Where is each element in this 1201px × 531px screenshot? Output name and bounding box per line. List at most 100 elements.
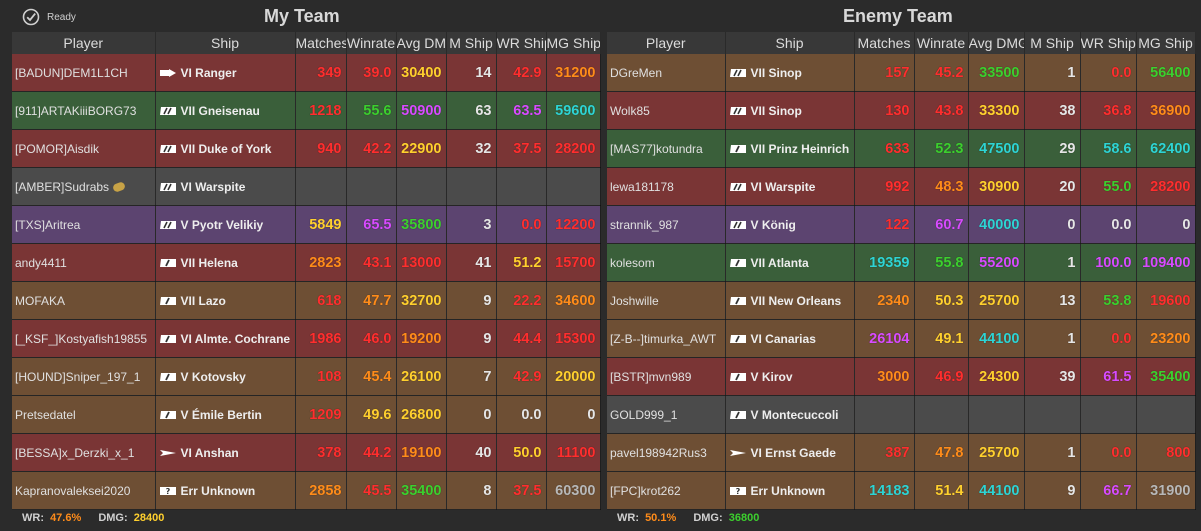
wr-ship-cell: 0.0 xyxy=(1080,319,1137,358)
ship-name: VI Ranger xyxy=(155,54,296,92)
m-ship-cell: 0 xyxy=(1024,205,1081,244)
mg-ship-cell: 35400 xyxy=(1136,357,1196,396)
player-name[interactable]: Wolk85 xyxy=(607,91,726,130)
player-name[interactable]: MOFAKA xyxy=(12,281,156,320)
player-name[interactable]: Kapranovaleksei2020 xyxy=(12,471,156,510)
column-header-winrate[interactable]: Winrate xyxy=(914,32,969,54)
column-header-player[interactable]: Player xyxy=(12,32,156,54)
player-name[interactable]: Joshwille xyxy=(607,281,726,320)
player-name[interactable]: strannik_987 xyxy=(607,205,726,244)
avg-dmg-cell: 35800 xyxy=(396,205,447,244)
player-name[interactable]: [BSTR]mvn989 xyxy=(607,357,726,396)
player-row[interactable]: MOFAKA VII Lazo 618 47.7 32700 9 22.2 34600 xyxy=(12,281,601,320)
player-name[interactable]: kolesom xyxy=(607,243,726,282)
wr-ship-cell: 42.9 xyxy=(496,54,547,92)
player-row[interactable]: [BESSA]x_Derzki_x_1 VI Anshan 378 44.2 19100… xyxy=(12,433,601,472)
player-name[interactable]: [_KSF_]Kostyafish19855 xyxy=(12,319,156,358)
column-header-avg-dmg[interactable]: Avg DMG xyxy=(968,32,1025,54)
ship-name-text: V Kirov xyxy=(750,369,793,384)
player-row[interactable]: DGreMen VII Sinop 157 45.2 33500 1 0.0 56400 xyxy=(607,54,1196,92)
player-name[interactable]: [911]ARTAKiiiBORG73 xyxy=(12,91,156,130)
column-header-winrate[interactable]: Winrate xyxy=(346,32,397,54)
player-name[interactable]: DGreMen xyxy=(607,54,726,92)
player-row[interactable]: [MAS77]kotundra VII Prinz Heinrich 633 52.3… xyxy=(607,129,1196,168)
player-name[interactable]: pavel198942Rus3 xyxy=(607,433,726,472)
player-row[interactable]: [FPC]krot262? Err Unknown 14183 51.4 44100 9 6… xyxy=(607,471,1196,510)
column-header-mg-ship[interactable]: MG Ship xyxy=(546,32,601,54)
player-name[interactable]: [TXS]Aritrea xyxy=(12,205,156,244)
matches-cell: 26104 xyxy=(854,319,915,358)
m-ship-cell: 1 xyxy=(1024,433,1081,472)
player-name[interactable]: GOLD999_1 xyxy=(607,395,726,434)
battleship-icon xyxy=(729,183,746,192)
player-row[interactable]: Kapranovaleksei2020? Err Unknown 2858 45.5 3… xyxy=(12,471,601,510)
column-header-m-ship[interactable]: M Ship xyxy=(1024,32,1081,54)
player-row[interactable]: kolesom VII Atlanta 19359 55.8 55200 1 100.0 10… xyxy=(607,243,1196,282)
ship-name: VII Lazo xyxy=(155,281,296,320)
player-name[interactable]: [HOUND]Sniper_197_1 xyxy=(12,357,156,396)
column-header-matches[interactable]: Matches xyxy=(854,32,915,54)
player-row[interactable]: Joshwille VII New Orleans 2340 50.3 25700 13 5… xyxy=(607,281,1196,320)
avg-dmg-cell: 33500 xyxy=(968,54,1025,92)
player-name[interactable]: [AMBER]Sudrabs xyxy=(12,167,156,206)
column-header-m-ship[interactable]: M Ship xyxy=(446,32,497,54)
player-name-text: Kapranovaleksei2020 xyxy=(15,483,131,498)
column-header-matches[interactable]: Matches xyxy=(295,32,347,54)
player-name[interactable]: [BADUN]DEM1L1CH xyxy=(12,54,156,92)
mg-ship-cell: 0 xyxy=(1136,205,1196,244)
player-name[interactable]: lewa181178 xyxy=(607,167,726,206)
winrate-cell: 55.6 xyxy=(346,91,397,130)
player-name-text: [_KSF_]Kostyafish19855 xyxy=(15,331,148,346)
player-row[interactable]: [Z-B--]timurka_AWT VI Canarias 26104 49.1 44… xyxy=(607,319,1196,358)
player-name[interactable]: andy4411 xyxy=(12,243,156,282)
player-name[interactable]: [MAS77]kotundra xyxy=(607,129,726,168)
m-ship-cell: 7 xyxy=(446,357,497,396)
player-row[interactable]: [POMOR]Aisdik VII Duke of York 940 42.2 2290… xyxy=(12,129,601,168)
enemy-team-table: Player Ship Matches Winrate Avg DMG M Ship WR … xyxy=(607,32,1196,510)
column-header-ship[interactable]: Ship xyxy=(155,32,296,54)
m-ship-cell: 1 xyxy=(1024,54,1081,92)
player-name[interactable]: [Z-B--]timurka_AWT xyxy=(607,319,726,358)
m-ship-cell: 3 xyxy=(446,205,497,244)
column-header-ship[interactable]: Ship xyxy=(725,32,855,54)
player-row[interactable]: [HOUND]Sniper_197_1 V Kotovsky 108 45.4 2610… xyxy=(12,357,601,396)
player-row[interactable]: [TXS]Aritrea V Pyotr Velikiy 5849 65.5 35800… xyxy=(12,205,601,244)
player-row[interactable]: strannik_987 V König 122 60.7 40000 0 0.0 0 xyxy=(607,205,1196,244)
player-row[interactable]: [BADUN]DEM1L1CH VI Ranger 349 39.0 30400 14 42… xyxy=(12,54,601,92)
player-row[interactable]: GOLD999_1 V Montecuccoli xyxy=(607,395,1196,434)
avg-dmg-cell xyxy=(396,167,447,206)
player-row[interactable]: andy4411 VII Helena 2823 43.1 13000 41 51.2 157… xyxy=(12,243,601,282)
winrate-cell xyxy=(346,167,397,206)
column-header-wr-ship[interactable]: WR Ship xyxy=(1080,32,1137,54)
matches-cell: 1986 xyxy=(295,319,347,358)
cruiser-icon xyxy=(729,145,746,154)
player-row[interactable]: Pretsedatel V Émile Bertin 1209 49.6 26800 0 0… xyxy=(12,395,601,434)
player-row[interactable]: [AMBER]Sudrabs VI Warspite xyxy=(12,167,601,206)
winrate-cell: 46.9 xyxy=(914,357,969,396)
column-header-wr-ship[interactable]: WR Ship xyxy=(496,32,547,54)
player-name[interactable]: [POMOR]Aisdik xyxy=(12,129,156,168)
winrate-cell: 55.8 xyxy=(914,243,969,282)
player-name[interactable]: [FPC]krot262 xyxy=(607,471,726,510)
player-row[interactable]: [911]ARTAKiiiBORG73 VII Gneisenau 1218 55.6… xyxy=(12,91,601,130)
player-name[interactable]: [BESSA]x_Derzki_x_1 xyxy=(12,433,156,472)
wr-ship-cell: 53.8 xyxy=(1080,281,1137,320)
player-row[interactable]: lewa181178 VI Warspite 992 48.3 30900 20 55.0 2… xyxy=(607,167,1196,206)
matches-cell: 1209 xyxy=(295,395,347,434)
unknown-ship-icon: ? xyxy=(159,487,176,496)
avg-dmg-cell: 26100 xyxy=(396,357,447,396)
player-name[interactable]: Pretsedatel xyxy=(12,395,156,434)
my-team-wr-value: 47.6% xyxy=(50,512,82,524)
player-row[interactable]: pavel198942Rus3 VI Ernst Gaede 387 47.8 2570… xyxy=(607,433,1196,472)
column-header-mg-ship[interactable]: MG Ship xyxy=(1136,32,1196,54)
avg-dmg-cell: 33300 xyxy=(968,91,1025,130)
player-row[interactable]: [_KSF_]Kostyafish19855 VI Almte. Cochrane… xyxy=(12,319,601,358)
player-row[interactable]: [BSTR]mvn989 V Kirov 3000 46.9 24300 39 61.5 35… xyxy=(607,357,1196,396)
ship-name: VII Helena xyxy=(155,243,296,282)
wr-ship-cell: 61.5 xyxy=(1080,357,1137,396)
player-name-text: strannik_987 xyxy=(610,217,679,232)
player-row[interactable]: Wolk85 VII Sinop 130 43.8 33300 38 36.8 36900 xyxy=(607,91,1196,130)
ship-name-text: VII Duke of York xyxy=(180,141,272,156)
column-header-player[interactable]: Player xyxy=(607,32,726,54)
column-header-avg-dmg[interactable]: Avg DMG xyxy=(396,32,447,54)
